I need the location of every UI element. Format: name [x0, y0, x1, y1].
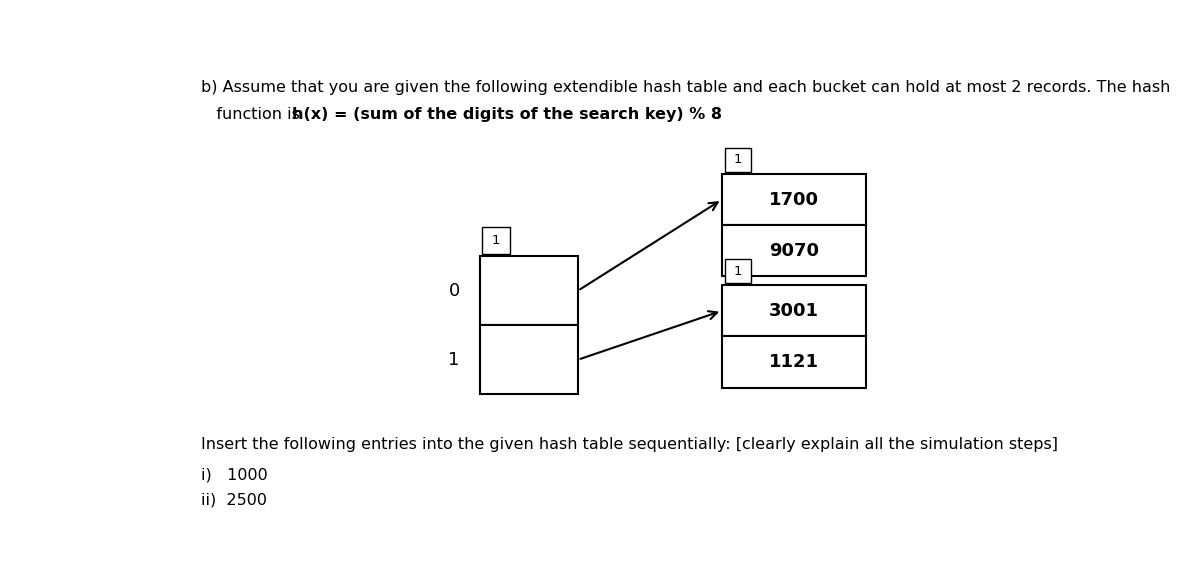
Text: ii)  2500: ii) 2500 [202, 492, 268, 507]
Text: 1121: 1121 [769, 353, 820, 371]
Bar [722, 336, 866, 388]
Text: 1: 1 [733, 153, 742, 166]
Bar [482, 227, 510, 254]
Text: 3001: 3001 [769, 302, 820, 320]
Bar [722, 225, 866, 276]
Text: function is: function is [202, 107, 305, 122]
Text: Insert the following entries into the given hash table sequentially: [clearly ex: Insert the following entries into the gi… [202, 436, 1058, 451]
Text: 1: 1 [733, 265, 742, 277]
Text: h(x) = (sum of the digits of the search key) % 8: h(x) = (sum of the digits of the search … [293, 107, 722, 122]
Bar [480, 256, 578, 325]
Text: 1: 1 [449, 351, 460, 369]
Text: 9070: 9070 [769, 242, 820, 260]
Bar [722, 174, 866, 225]
Bar [722, 285, 866, 336]
Text: 1: 1 [492, 234, 500, 247]
Text: i)   1000: i) 1000 [202, 468, 268, 483]
Bar [725, 148, 751, 172]
Text: 0: 0 [449, 282, 460, 300]
Text: 1700: 1700 [769, 191, 820, 209]
Bar [725, 259, 751, 283]
Text: b) Assume that you are given the following extendible hash table and each bucket: b) Assume that you are given the followi… [202, 80, 1170, 95]
Bar [480, 325, 578, 394]
